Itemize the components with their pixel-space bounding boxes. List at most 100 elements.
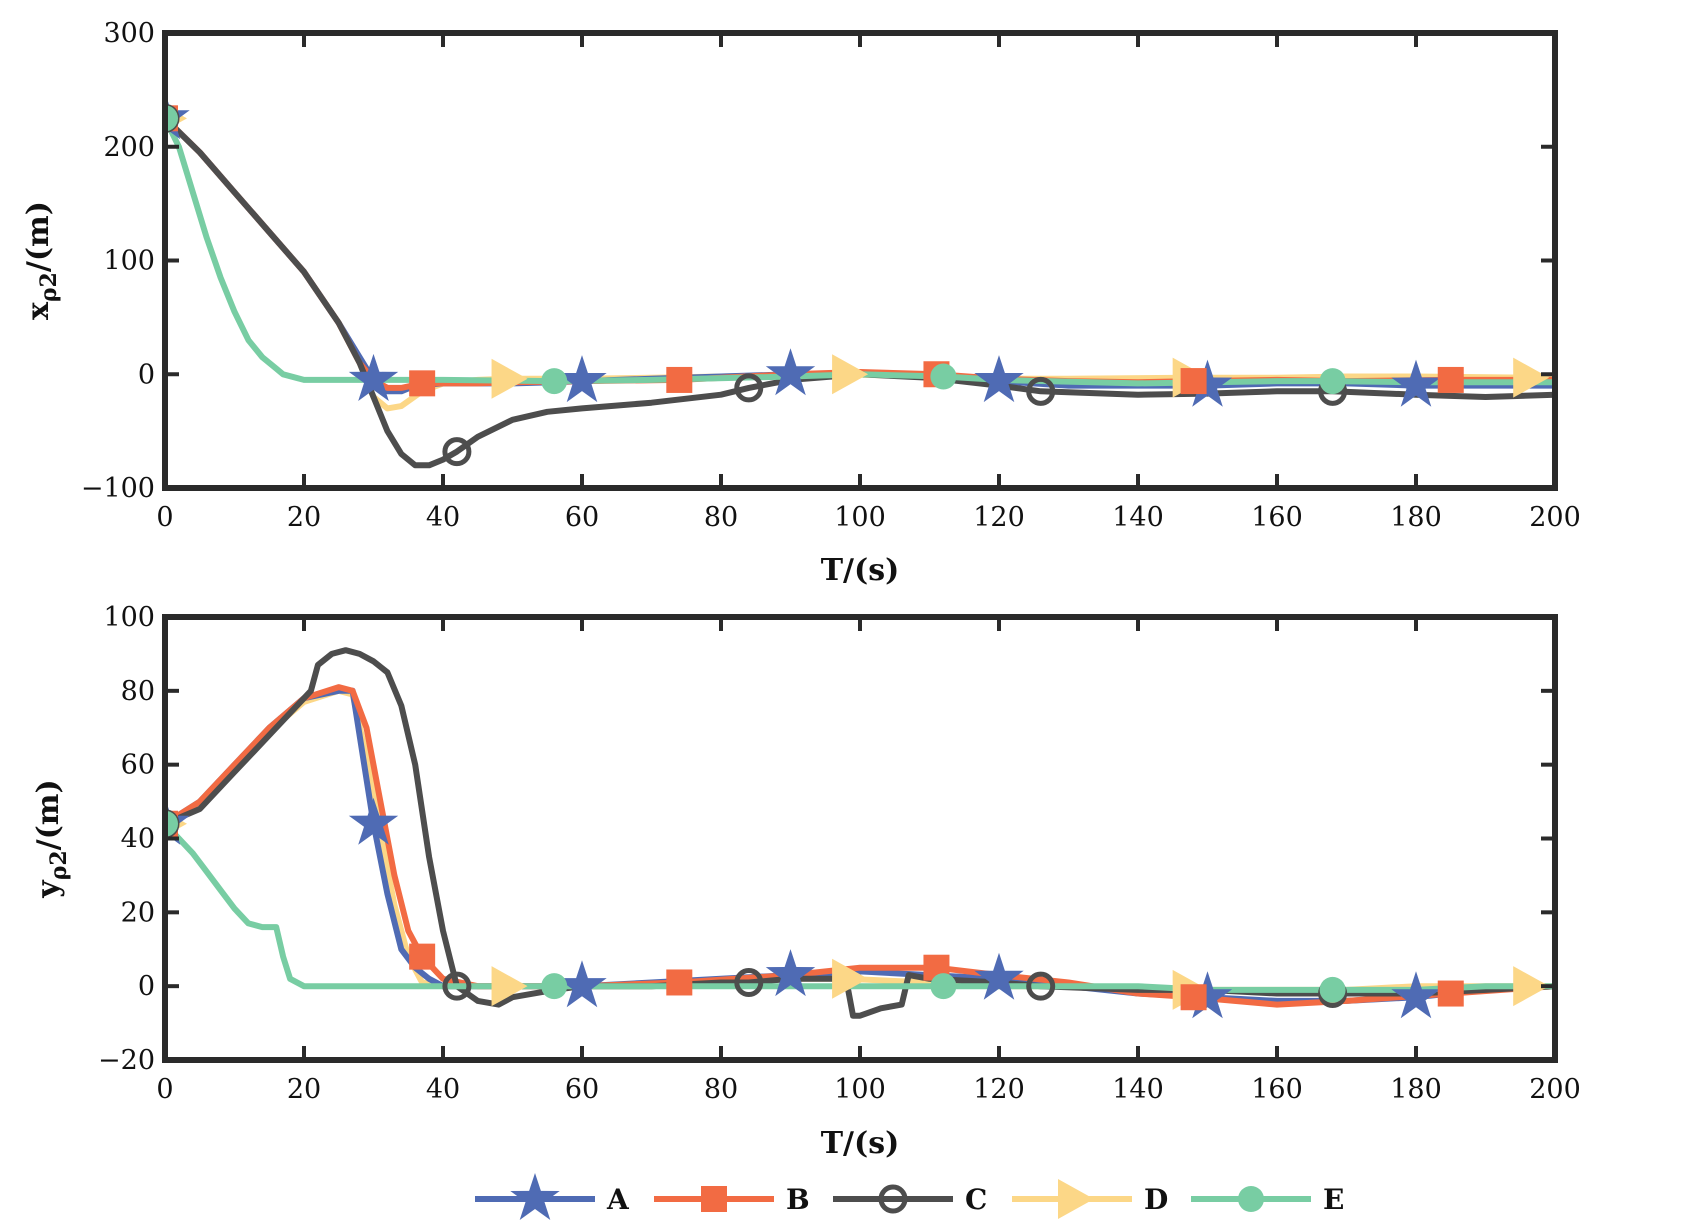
series-marker-E xyxy=(930,363,957,390)
x-tick-label: 180 xyxy=(1390,1074,1442,1105)
series-line-B xyxy=(165,684,1555,1008)
y-tick-label: 0 xyxy=(138,971,155,1002)
top-y-axis-label: xρ2/(m) xyxy=(21,201,62,320)
series-line-D xyxy=(165,687,1555,993)
legend-marker-E xyxy=(1238,1186,1264,1212)
series-marker-B xyxy=(409,943,436,970)
legend-marker-D xyxy=(1058,1179,1094,1219)
bottom-y-axis-label-main: y xyxy=(31,879,66,899)
series-marker-C xyxy=(442,971,472,1001)
y-tick-label: 100 xyxy=(103,246,155,277)
y-tick-label: 300 xyxy=(103,18,155,49)
series-marker-A xyxy=(974,355,1024,403)
x-tick-label: 20 xyxy=(287,502,321,533)
series-line-A xyxy=(165,687,1555,1004)
bottom-y-tick-labels: −20 0 20 40 60 80 100 xyxy=(98,602,155,1076)
series-line-E xyxy=(165,115,1555,387)
legend-marker-C xyxy=(878,1184,908,1214)
series-marker-E xyxy=(165,105,178,132)
x-tick-label: 80 xyxy=(704,1074,738,1105)
top-x-axis-label: T/(s) xyxy=(821,553,900,588)
series-marker-A xyxy=(557,355,607,403)
legend-item-E: E xyxy=(1191,1183,1344,1216)
bottom-ticks xyxy=(163,615,1557,1062)
x-tick-label: 120 xyxy=(973,502,1025,533)
x-tick-label: 60 xyxy=(565,502,599,533)
series-marker-E xyxy=(541,368,568,395)
legend-item-B: B xyxy=(654,1183,810,1216)
y-tick-label: 0 xyxy=(138,359,155,390)
legend-label-E: E xyxy=(1323,1183,1344,1216)
series-marker-C xyxy=(734,373,764,403)
series-marker-C xyxy=(734,967,764,997)
y-tick-label: −20 xyxy=(98,1045,155,1076)
legend-item-D: D xyxy=(1012,1179,1168,1219)
bottom-x-axis-label: T/(s) xyxy=(821,1126,900,1161)
series-marker-D xyxy=(1513,357,1550,398)
bottom-series-group xyxy=(165,647,1555,1019)
x-tick-label: 100 xyxy=(834,1074,886,1105)
legend-label-A: A xyxy=(606,1183,630,1216)
top-ticks xyxy=(163,31,1557,490)
series-marker-A xyxy=(765,348,816,396)
series-marker-B xyxy=(666,366,693,393)
top-axes-frame xyxy=(162,30,1558,491)
series-marker-A xyxy=(348,797,399,845)
top-y-tick-labels: −100 0 100 200 300 xyxy=(81,18,155,504)
series-marker-B xyxy=(1180,368,1207,395)
bottom-x-tick-labels: 0 20 40 60 80 100 120 140 160 180 200 xyxy=(156,1074,1580,1105)
series-marker-A xyxy=(1182,971,1233,1019)
top-y-axis-label-tail: /(m) xyxy=(21,201,56,272)
series-marker-E xyxy=(1319,368,1346,395)
bottom-panel: 0 20 40 60 80 100 120 140 160 180 200 −20020406080… xyxy=(31,602,1581,1161)
series-marker-B xyxy=(1437,366,1464,393)
legend-item-C: C xyxy=(833,1183,987,1216)
bottom-y-axis-label: yρ2/(m) xyxy=(31,779,72,898)
series-marker-B xyxy=(409,370,436,397)
series-marker-A xyxy=(765,949,816,997)
series-line-C xyxy=(165,115,1555,469)
series-marker-A xyxy=(1391,359,1441,407)
y-tick-label: 20 xyxy=(121,897,155,928)
series-marker-C xyxy=(1026,971,1056,1001)
x-tick-label: 200 xyxy=(1529,1074,1581,1105)
top-y-axis-label-sub: ρ2 xyxy=(36,272,62,302)
series-marker-E xyxy=(930,973,957,1000)
y-tick-label: 60 xyxy=(121,750,155,781)
series-marker-A xyxy=(1391,971,1441,1019)
x-tick-label: 40 xyxy=(426,1074,460,1105)
x-tick-label: 100 xyxy=(834,502,886,533)
x-tick-label: 140 xyxy=(1112,1074,1164,1105)
series-marker-D xyxy=(491,966,528,1007)
series-marker-C xyxy=(1026,376,1056,406)
x-tick-label: 200 xyxy=(1529,502,1581,533)
y-tick-label: 200 xyxy=(103,132,155,163)
series-marker-D xyxy=(1513,966,1550,1007)
y-tick-label: −100 xyxy=(81,473,155,504)
bottom-y-axis-label-sub: ρ2 xyxy=(46,850,72,880)
x-tick-label: 80 xyxy=(704,502,738,533)
legend-label-C: C xyxy=(965,1183,987,1216)
x-tick-label: 0 xyxy=(156,1074,173,1105)
x-tick-label: 60 xyxy=(565,1074,599,1105)
legend: A B C D E xyxy=(475,1173,1344,1220)
x-tick-label: 140 xyxy=(1112,502,1164,533)
x-tick-label: 40 xyxy=(426,502,460,533)
x-tick-label: 120 xyxy=(973,1074,1025,1105)
series-marker-B xyxy=(666,969,693,996)
series-line-A xyxy=(165,115,1555,395)
x-tick-label: 160 xyxy=(1251,502,1303,533)
legend-label-B: B xyxy=(786,1183,810,1216)
series-marker-A xyxy=(1182,359,1233,407)
x-tick-label: 160 xyxy=(1251,1074,1303,1105)
legend-marker-B xyxy=(701,1186,727,1212)
y-tick-label: 100 xyxy=(103,602,155,633)
legend-item-A: A xyxy=(475,1173,630,1220)
series-marker-C xyxy=(442,437,472,467)
series-marker-B xyxy=(1437,980,1464,1007)
series-marker-A xyxy=(974,952,1024,1000)
top-series-group xyxy=(165,92,1555,469)
series-marker-B xyxy=(1180,984,1207,1011)
series-marker-D xyxy=(491,358,528,399)
